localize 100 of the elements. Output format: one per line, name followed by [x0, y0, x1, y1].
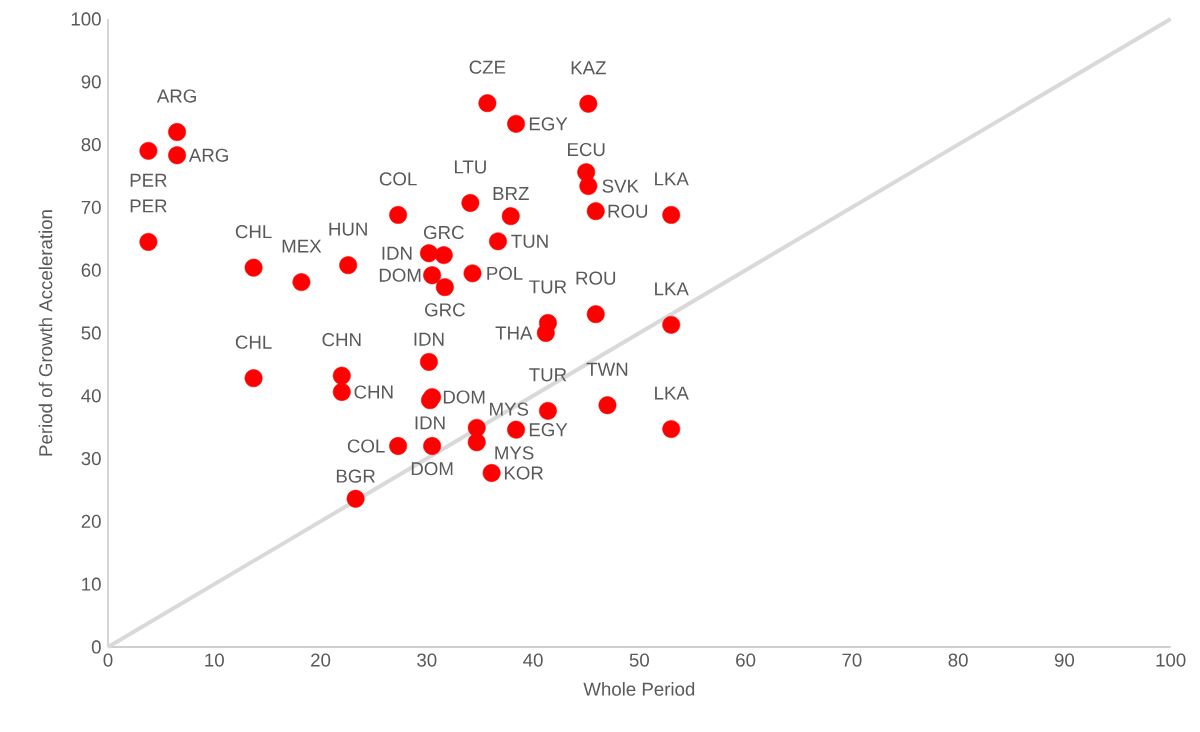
- point: [586, 305, 605, 324]
- annotation: CHN: [354, 385, 393, 399]
- point: [482, 464, 501, 482]
- annotation: CHL: [235, 225, 272, 239]
- point: [478, 94, 497, 113]
- x-tick-label: 60: [736, 653, 756, 667]
- point: [292, 273, 311, 292]
- annotation: PER: [130, 173, 167, 187]
- x-tick-label: 90: [1054, 653, 1075, 667]
- annotation: LKA: [655, 386, 689, 400]
- y-tick-label: 50: [81, 326, 101, 340]
- annotation: HUN: [329, 222, 367, 236]
- annotation: IDN: [382, 246, 412, 260]
- annotation: LKA: [655, 282, 689, 296]
- annotation: DOM: [379, 268, 421, 282]
- annotation: ROU: [576, 271, 616, 285]
- annotation: GRC: [425, 303, 465, 317]
- x-tick-label: 70: [842, 653, 862, 667]
- annotation: CHN: [322, 333, 361, 347]
- point: [536, 324, 555, 342]
- annotation: GRC: [424, 225, 464, 240]
- x-tick-label: 100: [1156, 653, 1186, 667]
- x-tick-label: 50: [629, 653, 649, 667]
- point: [139, 141, 158, 160]
- point: [168, 123, 187, 141]
- point: [332, 383, 351, 401]
- annotation: ROU: [608, 204, 648, 218]
- x-tick-label: 40: [523, 653, 543, 667]
- point: [339, 256, 358, 275]
- point: [423, 437, 442, 455]
- point: [168, 146, 187, 165]
- annotation: THA: [495, 326, 533, 340]
- y-tick-label: 30: [81, 451, 101, 466]
- point: [489, 232, 507, 251]
- point: [662, 315, 681, 334]
- point: [507, 420, 526, 439]
- point: [467, 433, 486, 452]
- point: [244, 258, 263, 277]
- annotation: TUR: [529, 368, 567, 382]
- annotation: SVK: [602, 179, 639, 193]
- annotation: BGR: [336, 469, 375, 483]
- x-tick-label: 10: [205, 653, 224, 667]
- y-tick-label: 0: [91, 640, 101, 654]
- y-tick-label: 100: [71, 12, 101, 26]
- point: [244, 369, 263, 388]
- y-tick-label: 10: [82, 577, 101, 591]
- y-tick-label: 60: [81, 263, 101, 277]
- annotation: IDN: [415, 416, 445, 430]
- point: [662, 420, 681, 439]
- annotation: LKA: [655, 172, 689, 186]
- annotation: EGY: [529, 117, 568, 131]
- point: [346, 489, 365, 508]
- point: [389, 205, 408, 224]
- point: [389, 437, 408, 455]
- x-tick-label: 20: [311, 653, 331, 667]
- point: [423, 266, 442, 285]
- point: [539, 401, 557, 420]
- point: [579, 94, 598, 113]
- annotation: COL: [379, 172, 417, 186]
- annotation: POL: [487, 266, 523, 280]
- annotation: TUN: [511, 234, 548, 248]
- point: [420, 244, 438, 263]
- y-tick-label: 40: [81, 389, 101, 403]
- annotation: KOR: [504, 466, 543, 480]
- y-axis-title: Period of Growth Acceleration: [38, 210, 53, 456]
- point: [598, 396, 617, 415]
- x-axis-title: Whole Period: [583, 682, 695, 696]
- annotation: DOM: [443, 390, 485, 404]
- point: [662, 205, 681, 224]
- annotation: TUR: [529, 280, 567, 294]
- point: [586, 202, 605, 221]
- point: [434, 246, 453, 265]
- y-tick-label: 80: [81, 137, 101, 152]
- annotation: MYS: [495, 446, 534, 460]
- annotation: ARG: [188, 148, 228, 162]
- annotation: COL: [347, 439, 385, 453]
- annotation: KAZ: [571, 61, 606, 75]
- x-tick-label: 0: [103, 653, 113, 667]
- point: [421, 391, 439, 410]
- annotation: CHL: [235, 335, 272, 349]
- point: [461, 194, 480, 212]
- x-tick-label: 80: [948, 653, 968, 667]
- point: [463, 264, 482, 283]
- point: [579, 177, 598, 195]
- point: [332, 366, 351, 385]
- x-tick-label: 30: [417, 653, 437, 667]
- annotation: CZE: [469, 60, 506, 74]
- annotation: EGY: [529, 423, 568, 437]
- y-tick-label: 20: [81, 514, 101, 528]
- point: [420, 352, 438, 371]
- annotation: IDN: [414, 332, 444, 346]
- point: [501, 207, 520, 226]
- annotation: DOM: [411, 462, 453, 476]
- y-tick-label: 90: [81, 75, 101, 89]
- point: [507, 114, 526, 133]
- annotation: MEX: [282, 239, 322, 253]
- point: [139, 232, 158, 251]
- annotation: PER: [130, 199, 167, 213]
- y-tick-label: 70: [81, 200, 101, 215]
- annotation: BRZ: [493, 187, 529, 200]
